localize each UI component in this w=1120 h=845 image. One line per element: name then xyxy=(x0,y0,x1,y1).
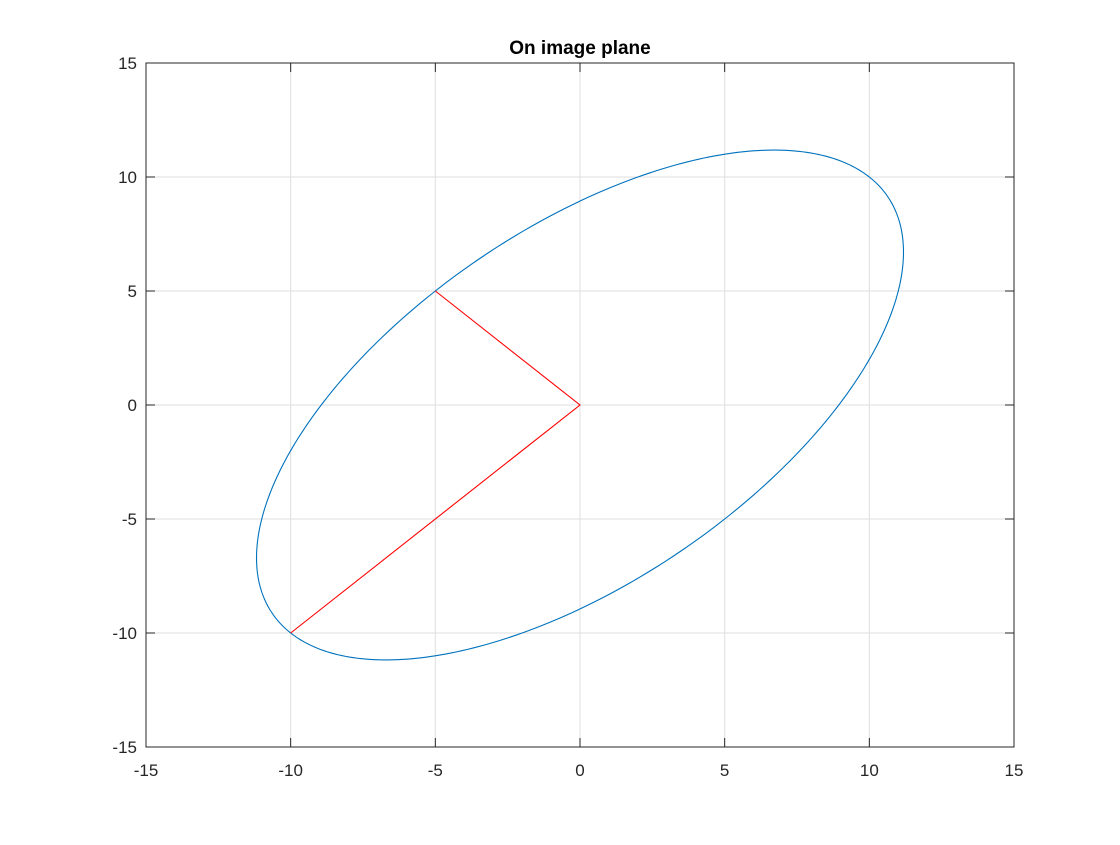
y-tick-label: -15 xyxy=(112,738,137,757)
y-tick-label: 0 xyxy=(128,396,137,415)
x-tick-label: 15 xyxy=(1005,761,1024,780)
y-tick-label: -10 xyxy=(112,624,137,643)
x-tick-label: -15 xyxy=(134,761,159,780)
y-tick-label: 15 xyxy=(118,54,137,73)
x-tick-label: 5 xyxy=(720,761,729,780)
y-tick-label: -5 xyxy=(122,510,137,529)
chart-title: On image plane xyxy=(509,38,650,59)
tick-layer: -15 -10 -5 0 5 10 15 -15 -10 -5 0 5 10 15 xyxy=(112,54,1023,780)
x-tick-label: -10 xyxy=(278,761,303,780)
axes-segments-line xyxy=(290,290,581,634)
y-tick-label: 5 xyxy=(128,282,137,301)
axes-box xyxy=(145,62,1015,748)
plot-layer xyxy=(255,149,905,661)
x-tick-label: -5 xyxy=(428,761,443,780)
y-tick-label: 10 xyxy=(118,168,137,187)
x-tick-label: 0 xyxy=(575,761,584,780)
x-tick-label: 10 xyxy=(860,761,879,780)
